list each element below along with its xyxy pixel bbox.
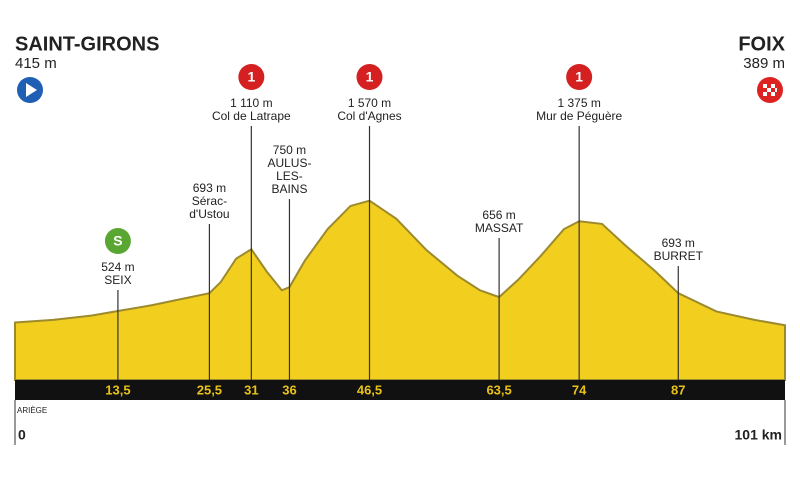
point-name: MASSAT [475,221,524,235]
badge-label: 1 [366,69,374,85]
km-bar [15,380,785,400]
point-name: AULUS- [267,156,311,170]
point-altitude: 693 m [193,181,226,195]
x-tick-label: 31 [244,382,258,397]
badge-label: 1 [575,69,583,85]
badge-label: 1 [247,69,255,85]
point-altitude: 524 m [101,260,134,274]
finish-icon [757,77,783,103]
x-tick-label: 46,5 [357,382,382,397]
point-altitude: 1 110 m [230,96,272,110]
x-tick-label: 63,5 [486,382,511,397]
point-name: Col de Latrape [212,109,291,123]
point-altitude: 750 m [273,143,306,157]
x-tick-label: 13,5 [105,382,130,397]
badge [104,228,131,254]
point-altitude: 656 m [482,208,515,222]
badge [238,64,265,90]
x-tick-label: 36 [282,382,296,397]
badge [566,64,593,90]
finish-name: FOIX [738,33,785,55]
point-name: Col d'Agnes [337,109,401,123]
point-name: BURRET [654,249,704,263]
point-name: Mur de Péguère [536,109,622,123]
point-name: d'Ustou [189,207,229,221]
finish-icon-flag [763,84,777,96]
x-start-label: 0 [18,427,26,443]
point-name: LES- [276,169,303,183]
start-altitude: 415 m [15,55,57,72]
point-altitude: 1 375 m [557,96,600,110]
region: ARIÈGE [17,406,47,415]
point-name: SEIX [104,273,131,287]
point-name: Sérac- [192,194,227,208]
start-icon-arrow [26,83,37,97]
x-tick-label: 74 [572,382,587,397]
x-end-label: 101 km [735,427,782,443]
start-name: SAINT-GIRONS [15,33,159,55]
x-tick-label: 87 [671,382,685,397]
profile-area [14,199,786,381]
badge [356,64,383,90]
badge-label: S [113,233,122,249]
point-name: BAINS [271,182,307,196]
x-tick-label: 25,5 [197,382,222,397]
point-altitude: 1 570 m [348,96,391,110]
point-altitude: 693 m [662,236,695,250]
finish-altitude: 389 m [743,55,785,72]
